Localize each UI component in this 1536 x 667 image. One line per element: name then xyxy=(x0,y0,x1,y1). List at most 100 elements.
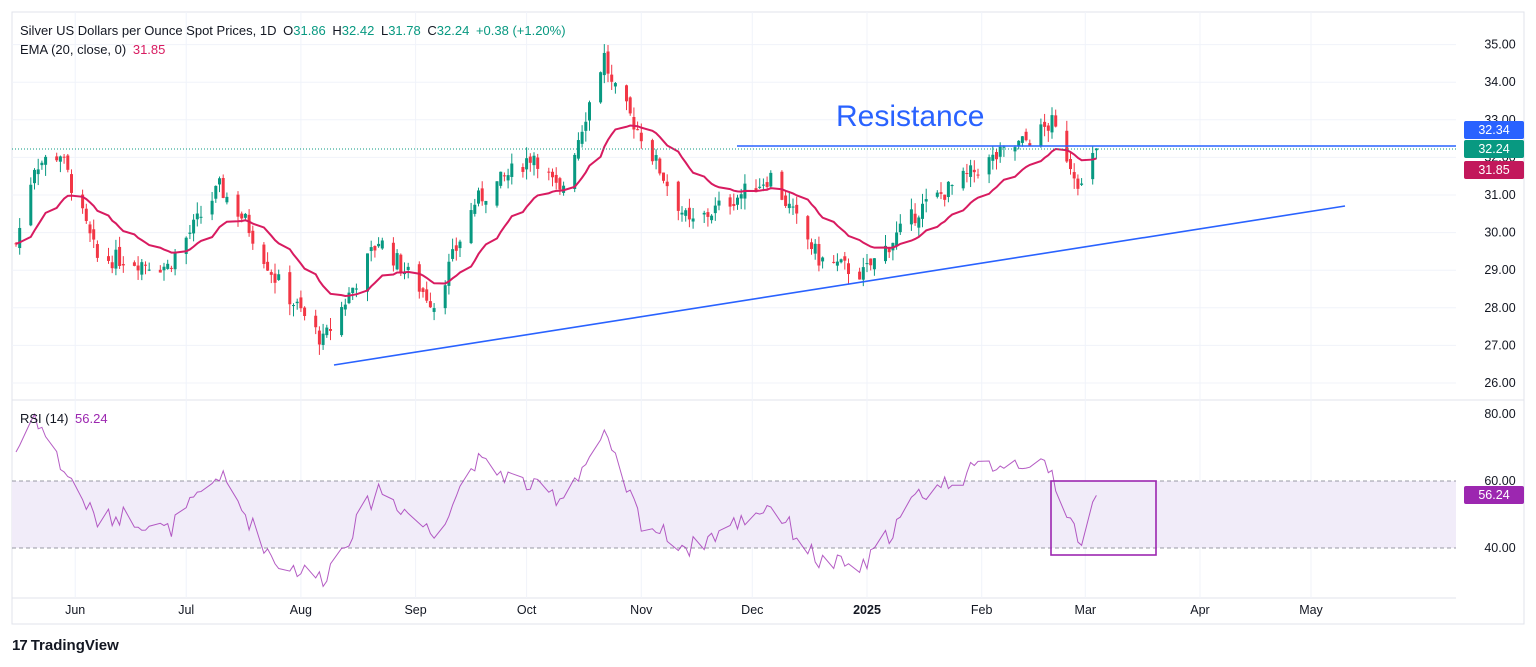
candle-body xyxy=(839,259,843,263)
candle-body xyxy=(610,74,614,82)
candle-body xyxy=(273,273,277,283)
candle-body xyxy=(299,297,303,309)
candle-body xyxy=(132,262,136,266)
candle-body xyxy=(795,204,799,214)
rsi-legend: RSI (14) 56.24 xyxy=(20,411,111,426)
price-tick-label: 30.00 xyxy=(1484,226,1515,240)
candle-body xyxy=(791,206,795,208)
change-value: +0.38 (+1.20%) xyxy=(475,23,566,38)
candle-body xyxy=(288,272,292,305)
candle-body xyxy=(425,289,429,301)
candle-body xyxy=(728,197,732,207)
chart-frame xyxy=(11,11,1525,625)
candle-body xyxy=(366,253,369,292)
candle-body xyxy=(343,304,347,310)
candle-body xyxy=(736,197,739,205)
candle-body xyxy=(843,256,847,261)
resistance-label: Resistance xyxy=(836,100,984,133)
candle-body xyxy=(391,242,395,266)
candle-body xyxy=(432,308,436,312)
candle-body xyxy=(44,156,48,165)
price-tick-label: 29.00 xyxy=(1484,263,1515,277)
candle-body xyxy=(192,219,196,234)
candle-body xyxy=(991,154,995,161)
candle-body xyxy=(917,217,921,228)
rsi-tick-label: 80.00 xyxy=(1484,407,1515,421)
candle-body xyxy=(558,178,562,190)
candle-body xyxy=(921,203,924,219)
candle-body xyxy=(662,172,665,181)
candle-body xyxy=(303,307,307,316)
price-grid xyxy=(12,12,1456,598)
candle-body xyxy=(292,305,295,307)
candle-body xyxy=(658,158,662,174)
candle-body xyxy=(628,97,632,114)
candle-body xyxy=(636,129,640,131)
candle-body xyxy=(499,171,503,186)
time-tick-label: Jun xyxy=(65,603,85,617)
candle-body xyxy=(55,156,59,161)
candle-body xyxy=(965,173,969,175)
time-tick-label: Jul xyxy=(178,603,194,617)
candle-body xyxy=(1002,146,1006,148)
time-axis: Jun Jul Aug Sep Oct Nov Dec 2025 Feb Mar Apr May xyxy=(65,603,1323,617)
candle-body xyxy=(547,171,551,173)
candle-body xyxy=(251,230,255,244)
drawing-overlays: Resistance xyxy=(12,100,1456,556)
candle-body xyxy=(395,253,399,270)
candle-body xyxy=(1024,131,1028,141)
candle-body xyxy=(761,184,765,186)
candle-body xyxy=(473,204,477,214)
candle-body xyxy=(706,212,710,217)
candle-body xyxy=(502,175,506,177)
candle-body xyxy=(961,170,965,189)
candle-body xyxy=(676,181,680,211)
candle-body xyxy=(913,213,917,224)
rsi-value-tag: 56.24 xyxy=(1464,486,1524,504)
candle-body xyxy=(858,271,862,280)
rsi-value: 56.24 xyxy=(75,411,108,426)
price-tick-label: 35.00 xyxy=(1484,38,1515,52)
candle-body xyxy=(784,195,788,206)
candle-body xyxy=(317,330,321,345)
candle-body xyxy=(399,254,403,273)
candle-body xyxy=(950,185,954,187)
candle-body xyxy=(1020,136,1024,143)
candle-body xyxy=(188,232,192,234)
ascending-trendline[interactable] xyxy=(333,205,1346,366)
candle-body xyxy=(247,214,251,234)
candle-body xyxy=(710,215,714,221)
candle-body xyxy=(18,227,22,249)
candle-body xyxy=(739,194,743,199)
candle-body xyxy=(1028,143,1032,146)
symbol-legend: Silver US Dollars per Ounce Spot Prices,… xyxy=(20,23,569,38)
time-tick-label: Nov xyxy=(630,603,653,617)
candle-body xyxy=(277,274,281,280)
rsi-highlight-box[interactable] xyxy=(1050,480,1157,556)
candle-body xyxy=(599,72,603,103)
resistance-price-tag: 32.34 xyxy=(1464,121,1524,139)
candle-body xyxy=(510,163,514,177)
candle-body xyxy=(835,261,839,266)
candle-body xyxy=(218,178,221,185)
candle-body xyxy=(199,216,203,218)
candle-body xyxy=(650,140,654,162)
tradingview-logo[interactable]: 17 TradingView xyxy=(12,637,119,654)
candle-body xyxy=(584,121,588,131)
ema-price-tag: 31.85 xyxy=(1464,161,1524,179)
candle-body xyxy=(606,51,610,74)
candle-body xyxy=(214,185,218,199)
candle-body xyxy=(1091,152,1095,180)
candle-body xyxy=(806,216,810,240)
candle-body xyxy=(458,241,462,249)
candle-body xyxy=(969,165,973,177)
candle-body xyxy=(588,102,591,121)
candle-body xyxy=(62,156,66,158)
candle-body xyxy=(40,162,44,166)
candle-body xyxy=(158,269,162,273)
rsi-pane: 40.00 60.00 80.00 xyxy=(12,407,1516,588)
candle-body xyxy=(340,307,344,336)
candle-body xyxy=(406,266,410,270)
candle-body xyxy=(924,199,928,202)
ema-value: 31.85 xyxy=(132,42,166,57)
